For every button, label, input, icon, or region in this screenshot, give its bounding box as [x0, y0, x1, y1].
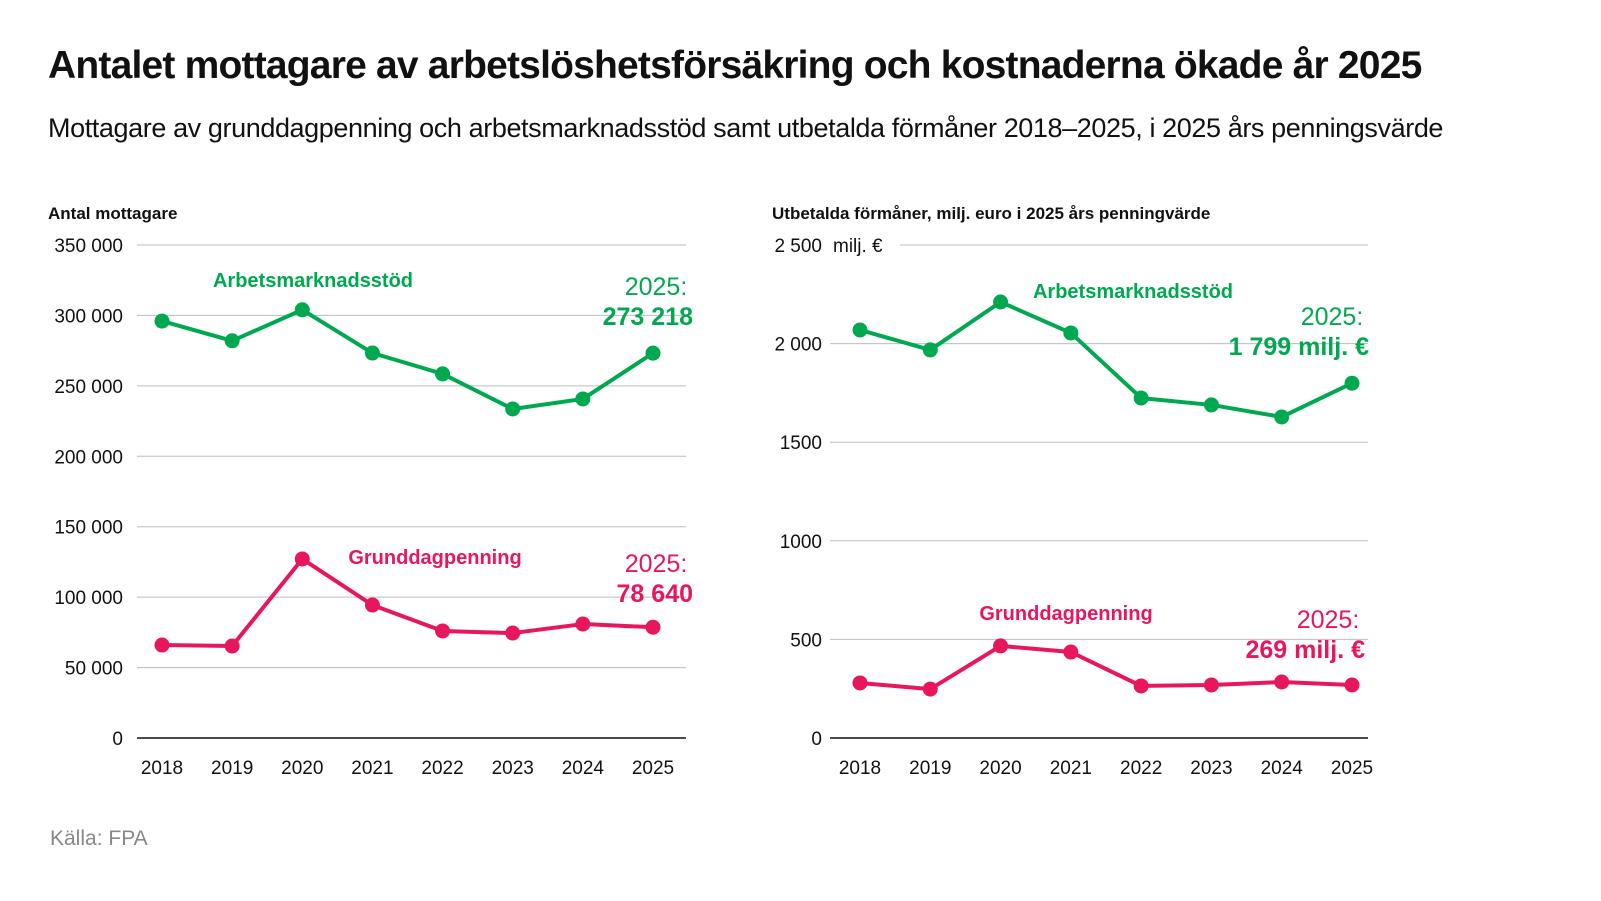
annotation-label: 2025: [1297, 606, 1360, 634]
data-point [993, 638, 1009, 654]
annotation-value: 1 799 milj. € [1229, 333, 1369, 361]
data-point [224, 638, 240, 654]
data-point [852, 322, 868, 338]
data-point [852, 675, 868, 691]
y-tick-label: 1000 [780, 532, 822, 553]
y-tick-label: 250 000 [54, 377, 123, 398]
data-point [1274, 409, 1290, 425]
y-tick-label: 100 000 [54, 588, 123, 609]
data-point [154, 637, 170, 653]
annotation-value: 269 milj. € [1245, 636, 1365, 664]
data-point [154, 313, 170, 329]
annotation-value: 273 218 [603, 303, 693, 331]
data-point [922, 342, 938, 358]
x-tick-label: 2023 [1190, 758, 1232, 779]
data-point [1274, 674, 1290, 690]
data-point [435, 366, 451, 382]
x-tick-label: 2023 [492, 758, 534, 779]
data-point [922, 681, 938, 697]
data-point [1203, 397, 1219, 413]
annotation-label: 2025: [625, 273, 688, 301]
chart-subtitle: Mottagare av grunddagpenning och arbetsm… [48, 113, 1444, 143]
y-tick-label: 150 000 [54, 518, 123, 539]
x-tick-label: 2020 [979, 758, 1021, 779]
data-point [575, 616, 591, 632]
y-tick-label: 50 000 [65, 659, 123, 680]
x-tick-label: 2025 [632, 758, 674, 779]
data-point [435, 623, 451, 639]
series-label: Grunddagpenning [348, 547, 521, 569]
data-point [1344, 375, 1360, 391]
annotation-value: 78 640 [617, 580, 693, 608]
x-tick-label: 2019 [211, 758, 253, 779]
data-point [505, 625, 521, 641]
y-unit-label: milj. € [833, 236, 883, 257]
y-tick-label: 500 [790, 630, 822, 651]
data-point [294, 302, 310, 318]
data-point [224, 333, 240, 349]
x-tick-label: 2022 [1120, 758, 1162, 779]
x-tick-label: 2019 [909, 758, 951, 779]
x-tick-label: 2018 [141, 758, 183, 779]
y-axis-title: Antal mottagare [48, 204, 177, 223]
annotation-label: 2025: [1301, 303, 1364, 331]
y-axis-title: Utbetalda förmåner, milj. euro i 2025 år… [772, 204, 1210, 223]
data-point [1133, 390, 1149, 406]
data-point [364, 597, 380, 613]
series-label: Arbetsmarknadsstöd [1033, 281, 1233, 303]
data-point [645, 345, 661, 361]
y-tick-label: 200 000 [54, 447, 123, 468]
annotation-label: 2025: [625, 550, 688, 578]
y-tick-label: 2 000 [774, 335, 822, 356]
x-tick-label: 2021 [351, 758, 393, 779]
y-tick-label: 300 000 [54, 306, 123, 327]
data-point [993, 294, 1009, 310]
x-tick-label: 2024 [562, 758, 605, 779]
data-point [1063, 325, 1079, 341]
data-point [364, 345, 380, 361]
data-point [645, 619, 661, 635]
y-tick-label: 0 [811, 729, 822, 750]
data-point [1344, 677, 1360, 693]
series-line [859, 643, 1353, 692]
data-point [1133, 678, 1149, 694]
data-point [505, 401, 521, 417]
y-tick-label: 0 [112, 729, 123, 750]
y-tick-label: 350 000 [54, 236, 123, 257]
x-tick-label: 2020 [281, 758, 323, 779]
chart-title: Antalet mottagare av arbetslöshetsförsäk… [48, 44, 1422, 87]
x-tick-label: 2021 [1050, 758, 1092, 779]
data-point [575, 391, 591, 407]
x-tick-label: 2018 [839, 758, 881, 779]
x-tick-label: 2024 [1261, 758, 1304, 779]
data-point [1063, 644, 1079, 660]
y-tick-label: 1500 [780, 433, 822, 454]
series-line [859, 299, 1353, 419]
y-tick-label: 2 500 [774, 236, 822, 257]
series-line [161, 307, 655, 411]
x-tick-label: 2025 [1331, 758, 1373, 779]
series-line [161, 556, 654, 649]
source-note: Källa: FPA [50, 827, 148, 850]
x-tick-label: 2022 [421, 758, 463, 779]
series-label: Grunddagpenning [979, 603, 1152, 625]
data-point [1203, 677, 1219, 693]
series-label: Arbetsmarknadsstöd [213, 270, 413, 292]
data-point [294, 551, 310, 567]
